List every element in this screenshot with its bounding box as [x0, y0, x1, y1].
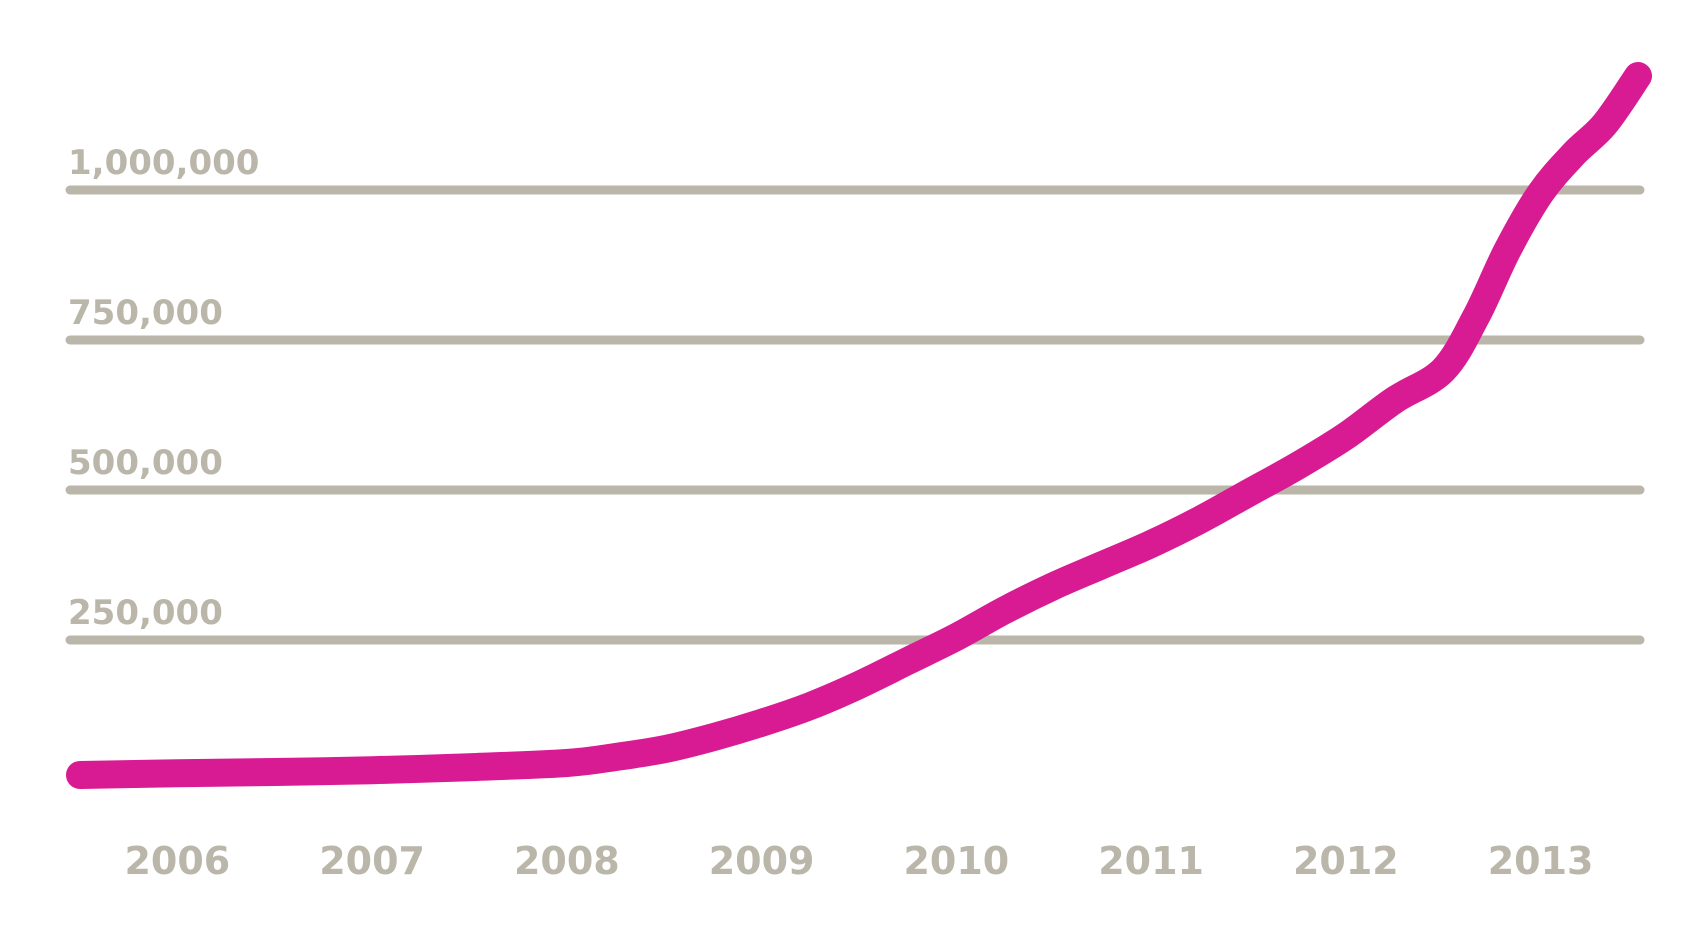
- y-axis-tick-labels: 250,000 500,000 750,000 1,000,000: [68, 143, 259, 633]
- series-lines: [66, 62, 1652, 789]
- y-tick-label: 250,000: [68, 593, 223, 633]
- y-tick-label: 500,000: [68, 443, 223, 483]
- x-tick-label: 2011: [1098, 839, 1204, 883]
- x-tick-label: 2006: [124, 839, 230, 883]
- series-line: [66, 62, 1652, 789]
- x-tick-label: 2013: [1488, 839, 1594, 883]
- x-tick-label: 2012: [1293, 839, 1399, 883]
- x-axis-tick-labels: 2006 2007 2008 2009 2010 2011 2012 2013: [124, 839, 1593, 883]
- x-tick-label: 2008: [514, 839, 620, 883]
- y-tick-label: 1,000,000: [68, 143, 259, 183]
- y-tick-label: 750,000: [68, 293, 223, 333]
- x-tick-label: 2009: [709, 839, 815, 883]
- x-tick-label: 2007: [319, 839, 425, 883]
- x-tick-label: 2010: [903, 839, 1009, 883]
- gridlines: [65, 185, 1645, 645]
